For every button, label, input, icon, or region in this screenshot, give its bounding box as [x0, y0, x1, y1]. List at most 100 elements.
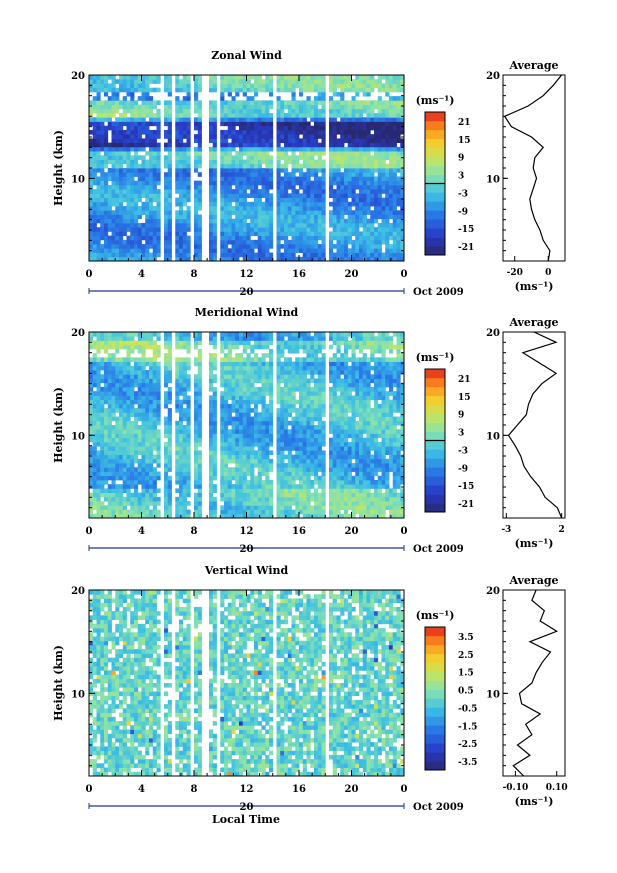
heatmap-cell: [317, 201, 322, 207]
heatmap-cell: [167, 365, 172, 371]
heatmap-cell: [224, 374, 229, 379]
heatmap-cell: [119, 484, 124, 489]
heatmap-cell: [145, 361, 150, 367]
heatmap-cell: [235, 467, 240, 472]
heatmap-cell: [107, 361, 112, 367]
heatmap-cell: [149, 256, 154, 262]
heatmap-cell: [197, 117, 202, 122]
heatmap-cell: [377, 197, 382, 203]
heatmap-cell: [355, 108, 360, 114]
heatmap-cell: [134, 83, 139, 89]
heatmap-cell: [149, 235, 154, 241]
heatmap-cell: [250, 172, 255, 177]
heatmap-cell: [175, 357, 180, 362]
heatmap-cell: [302, 87, 307, 93]
heatmap-cell: [104, 239, 109, 245]
heatmap-cell: [239, 488, 244, 494]
heatmap-cell: [377, 155, 382, 160]
heatmap-cell: [351, 248, 356, 253]
heatmap-cell: [392, 163, 397, 169]
heatmap-cell: [164, 197, 169, 203]
heatmap-cell: [280, 235, 285, 241]
heatmap-cell: [107, 463, 112, 468]
heatmap-cell: [100, 509, 105, 515]
heatmap-cell: [340, 248, 345, 253]
heatmap-cell: [250, 87, 255, 93]
heatmap-cell: [250, 142, 255, 148]
heatmap-cell: [265, 353, 270, 358]
heatmap-cell: [156, 218, 161, 224]
heatmap-cell: [111, 344, 116, 350]
heatmap-cell: [242, 235, 247, 241]
heatmap-cell: [242, 433, 247, 439]
heatmap-cell: [377, 239, 382, 245]
heatmap-cell: [261, 172, 266, 177]
heatmap-cell: [209, 248, 214, 253]
heatmap-cell: [212, 475, 217, 481]
heatmap-cell: [141, 353, 146, 358]
heatmap-cell: [347, 108, 352, 114]
heatmap-cell: [332, 180, 337, 186]
heatmap-cell: [250, 488, 255, 494]
heatmap-cell: [137, 471, 142, 477]
heatmap-cell: [96, 113, 101, 118]
heatmap-cell: [197, 134, 202, 139]
heatmap-cell: [194, 121, 199, 127]
heatmap-cell: [321, 168, 326, 173]
heatmap-cell: [314, 172, 319, 177]
heatmap-cell: [302, 227, 307, 232]
heatmap-cell: [179, 446, 184, 451]
heatmap-cell: [179, 197, 184, 203]
heatmap-cell: [227, 484, 232, 489]
heatmap-cell: [141, 201, 146, 207]
heatmap-cell: [235, 412, 240, 417]
heatmap-cell: [336, 197, 341, 203]
heatmap-cell: [400, 197, 405, 203]
heatmap-cell: [141, 458, 146, 464]
heatmap-cell: [276, 206, 281, 211]
heatmap-cell: [156, 134, 161, 139]
heatmap-cell: [194, 201, 199, 207]
heatmap-cell: [145, 172, 150, 177]
heatmap-cell: [265, 344, 270, 350]
heatmap-cell: [130, 104, 135, 110]
heatmap-cell: [175, 475, 180, 481]
heatmap-cell: [261, 244, 266, 249]
heatmap-cell: [265, 441, 270, 447]
heatmap-cell: [344, 248, 349, 253]
heatmap-cell: [280, 100, 285, 105]
heatmap-cell: [310, 184, 315, 190]
heatmap-cell: [362, 91, 367, 97]
heatmap-cell: [227, 142, 232, 148]
heatmap-cell: [340, 256, 345, 262]
heatmap-cell: [246, 361, 251, 367]
heatmap-cell: [332, 201, 337, 207]
heatmap-cell: [224, 214, 229, 220]
heatmap-cell: [212, 357, 217, 362]
heatmap-cell: [291, 218, 296, 224]
heatmap-cell: [239, 180, 244, 186]
heatmap-cell: [209, 479, 214, 485]
heatmap-cell: [340, 83, 345, 89]
heatmap-cell: [167, 484, 172, 489]
heatmap-cell: [235, 79, 240, 84]
heatmap-cell: [126, 189, 131, 194]
heatmap-cell: [250, 159, 255, 165]
heatmap-cell: [332, 100, 337, 105]
heatmap-cell: [122, 344, 127, 350]
heatmap-cell: [134, 458, 139, 464]
heatmap-cell: [96, 391, 101, 396]
heatmap-cell: [250, 189, 255, 194]
heatmap-cell: [167, 425, 172, 430]
heatmap-cell: [126, 340, 131, 346]
heatmap-cell: [164, 416, 169, 422]
heatmap-cell: [194, 336, 199, 341]
heatmap-cell: [145, 239, 150, 245]
heatmap-cell: [100, 121, 105, 127]
heatmap-cell: [265, 104, 270, 110]
heatmap-cell: [295, 222, 300, 228]
heatmap-cell: [231, 420, 236, 426]
heatmap-cell: [329, 96, 334, 101]
heatmap-cell: [269, 505, 274, 510]
heatmap-cell: [141, 235, 146, 241]
